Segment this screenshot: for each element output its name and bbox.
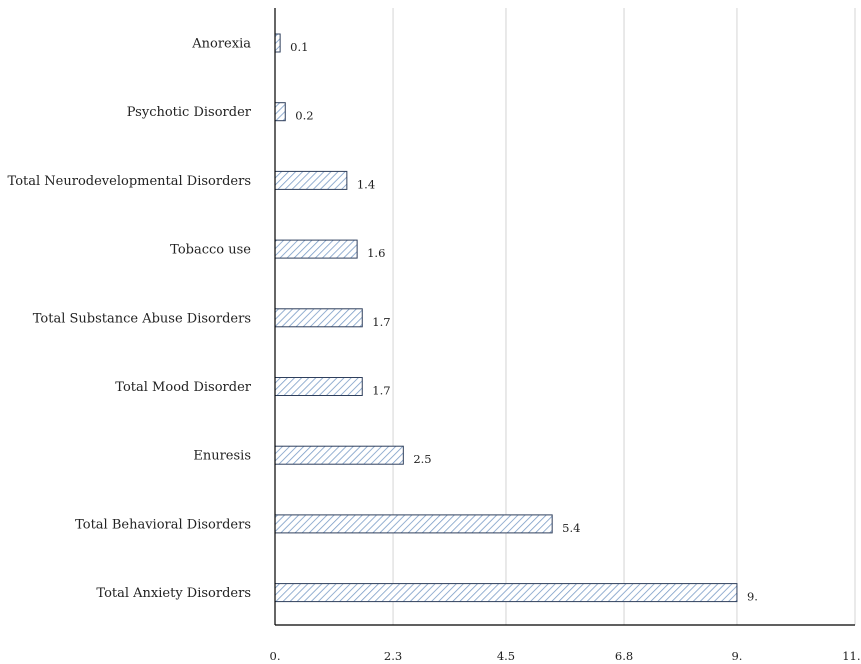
data-label: 5.4 [562,521,580,535]
x-tick-label: 0. [270,649,281,663]
data-label: 0.1 [290,40,308,54]
category-label: Anorexia [191,37,251,52]
data-label: 2.5 [413,452,431,466]
data-label: 1.4 [357,177,375,191]
data-label: 1.7 [372,315,390,329]
data-label: 1.6 [367,246,385,260]
category-label: Total Mood Disorder [115,380,251,395]
bars [274,33,738,603]
axes [274,8,855,626]
x-tick-label: 6.8 [615,649,633,663]
x-tick-label: 9. [731,649,742,663]
bar [274,377,363,396]
category-labels: Anorexia Psychotic Disorder Total Neurodev… [8,37,252,602]
bar [274,102,286,122]
data-label: 9. [747,590,758,604]
bar [274,514,553,534]
bar [274,583,738,603]
category-label: Total Behavioral Disorders [75,517,251,532]
data-label: 0.2 [295,109,313,123]
x-tick-label: 2.3 [384,649,402,663]
bar [274,170,348,190]
category-label: Total Neurodevelopmental Disorders [8,174,251,189]
x-tick-labels: 0. 2.3 4.5 6.8 9. 11.3 [270,649,861,663]
data-label: 1.7 [372,384,390,398]
bar [274,445,404,465]
category-label: Total Substance Abuse Disorders [33,311,251,326]
x-tick-label: 4.5 [497,649,515,663]
bar [274,33,281,53]
category-label: Total Anxiety Disorders [96,586,251,601]
category-label: Tobacco use [170,243,251,258]
category-label: Psychotic Disorder [127,105,252,120]
bar [274,308,363,328]
category-label: Enuresis [193,449,251,464]
value-labels: 0.1 0.2 1.4 1.6 1.7 1.7 2.5 5.4 9. [290,40,758,604]
bar [274,239,358,259]
x-tick-label: 11.3 [842,649,861,663]
